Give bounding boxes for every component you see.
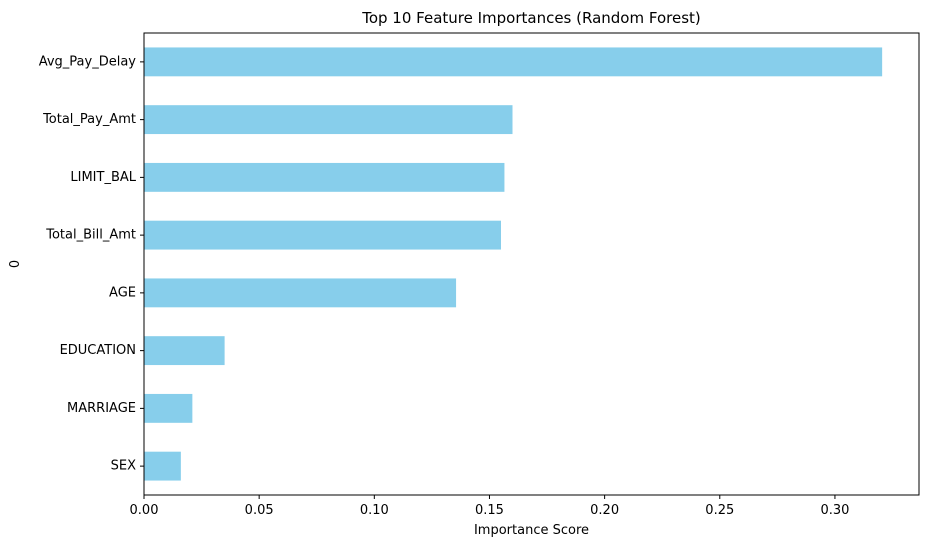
y-tick-label: LIMIT_BAL bbox=[70, 170, 136, 185]
bar-marriage bbox=[144, 393, 193, 423]
bar-age bbox=[144, 278, 457, 308]
x-tick-label: 0.15 bbox=[475, 503, 504, 518]
x-tick-label: 0.00 bbox=[130, 503, 159, 518]
y-tick-label: MARRIAGE bbox=[67, 401, 136, 416]
bar-total-bill-amt bbox=[144, 220, 501, 250]
bar-avg-pay-delay bbox=[144, 47, 883, 77]
y-tick-label: EDUCATION bbox=[60, 343, 136, 358]
y-axis-ticks: Avg_Pay_Delay Total_Pay_Amt LIMIT_BAL Total… bbox=[39, 54, 144, 474]
y-tick-label: Avg_Pay_Delay bbox=[39, 54, 137, 69]
x-tick-label: 0.05 bbox=[245, 503, 274, 518]
y-tick-label: Total_Pay_Amt bbox=[42, 112, 136, 127]
bars-group bbox=[144, 47, 883, 481]
bar-sex bbox=[144, 451, 181, 481]
bar-total-pay-amt bbox=[144, 105, 513, 135]
bar-education bbox=[144, 336, 225, 366]
x-axis-ticks: 0.00 0.05 0.10 0.15 0.20 0.25 0.30 bbox=[130, 495, 849, 518]
x-tick-label: 0.10 bbox=[360, 503, 389, 518]
plot-frame bbox=[143, 32, 920, 496]
y-axis-label: 0 bbox=[8, 260, 23, 268]
x-axis-label: Importance Score bbox=[474, 523, 589, 538]
y-tick-label: SEX bbox=[111, 459, 136, 474]
bar-limit-bal bbox=[144, 162, 505, 192]
chart-title: Top 10 Feature Importances (Random Fores… bbox=[361, 9, 701, 27]
x-tick-label: 0.30 bbox=[820, 503, 849, 518]
y-tick-label: AGE bbox=[109, 285, 136, 300]
x-tick-label: 0.25 bbox=[705, 503, 734, 518]
x-tick-label: 0.20 bbox=[590, 503, 619, 518]
y-tick-label: Total_Bill_Amt bbox=[45, 228, 136, 243]
